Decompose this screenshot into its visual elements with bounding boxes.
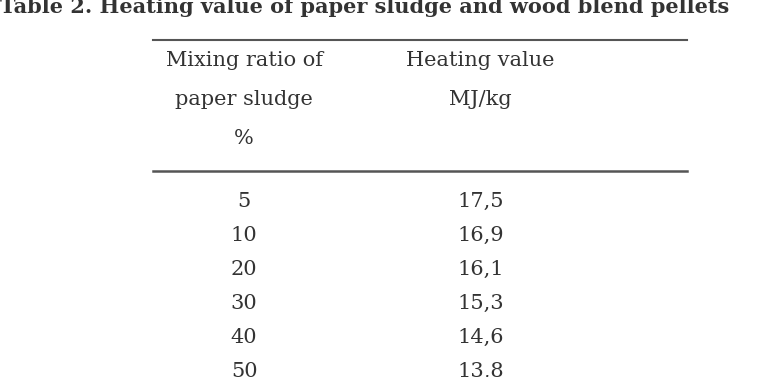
Text: Table 2. Heating value of paper sludge and wood blend pellets: Table 2. Heating value of paper sludge a…: [0, 0, 729, 17]
Text: 30: 30: [230, 294, 258, 313]
Text: 10: 10: [230, 226, 258, 245]
Text: 20: 20: [231, 260, 257, 279]
Text: 17,5: 17,5: [458, 192, 504, 211]
Text: Heating value: Heating value: [407, 51, 555, 70]
Text: 5: 5: [237, 192, 251, 211]
Text: 13,8: 13,8: [457, 362, 504, 377]
Text: 15,3: 15,3: [457, 294, 504, 313]
Text: 40: 40: [231, 328, 257, 347]
Text: paper sludge: paper sludge: [175, 90, 313, 109]
Text: MJ/kg: MJ/kg: [449, 90, 512, 109]
Text: Mixing ratio of: Mixing ratio of: [166, 51, 323, 70]
Text: 16,9: 16,9: [457, 226, 504, 245]
Text: 14,6: 14,6: [458, 328, 504, 347]
Text: 16,1: 16,1: [457, 260, 504, 279]
Text: 50: 50: [231, 362, 257, 377]
Text: %: %: [234, 129, 254, 148]
